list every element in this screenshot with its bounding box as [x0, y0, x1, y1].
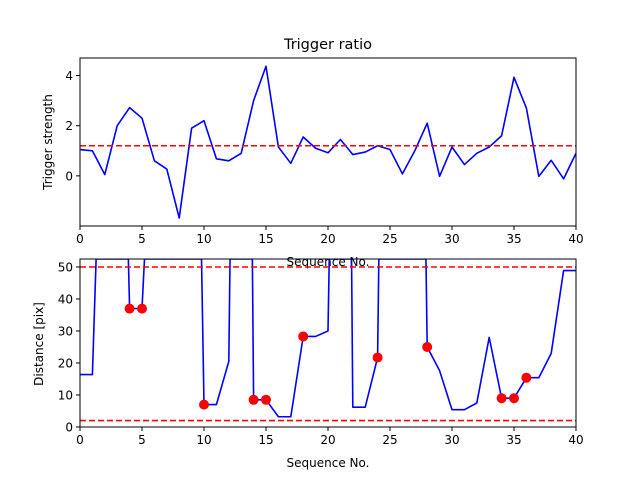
- top-y-tick-label: 0: [65, 169, 73, 183]
- bottom-y-tick-label: 10: [58, 389, 73, 403]
- bottom-chart-xlabel: Sequence No.: [287, 456, 370, 470]
- bottom-marker-point: [496, 393, 507, 404]
- bottom-y-tick-label: 40: [58, 293, 73, 307]
- top-x-tick-label: 40: [568, 232, 583, 246]
- top-chart-title: Trigger ratio: [283, 37, 372, 53]
- bottom-marker-point: [298, 331, 309, 342]
- bottom-y-tick-label: 50: [58, 261, 73, 275]
- top-y-tick-label: 4: [65, 69, 73, 83]
- top-x-tick-label: 35: [506, 232, 521, 246]
- top-x-tick-label: 25: [382, 232, 397, 246]
- bottom-chart-ylabel: Distance [pix]: [32, 302, 46, 386]
- bottom-marker-point: [248, 394, 259, 405]
- bottom-marker-point: [422, 342, 433, 352]
- bottom-y-tick-label: 20: [58, 357, 73, 371]
- bottom-x-tick-label: 15: [258, 433, 273, 447]
- bottom-chart: Sequence No. Distance [pix] 0 5 10 15 20 25 30…: [32, 258, 584, 470]
- top-x-tick-label: 10: [196, 232, 211, 246]
- top-series-line: [80, 65, 576, 219]
- bottom-marker-point: [124, 303, 135, 314]
- bottom-marker-point: [261, 394, 271, 405]
- bottom-x-tick-label: 25: [382, 433, 397, 447]
- bottom-x-tick-label: 40: [568, 433, 583, 447]
- bottom-x-tick-label: 0: [76, 433, 84, 447]
- bottom-y-tick-label: 0: [65, 421, 73, 435]
- top-axes-frame: [79, 57, 577, 227]
- bottom-marker-point: [509, 393, 519, 404]
- bottom-marker-point: [199, 399, 209, 410]
- top-series-layer: [80, 65, 576, 219]
- bottom-x-tick-label: 30: [444, 433, 459, 447]
- top-x-tick-label: 20: [320, 232, 335, 246]
- top-y-tick-label: 2: [65, 119, 73, 133]
- top-x-tick-label: 0: [76, 232, 84, 246]
- bottom-series-line: [80, 259, 576, 418]
- bottom-y-tick-label: 30: [58, 325, 73, 339]
- top-x-tick-label: 5: [138, 232, 146, 246]
- bottom-marker-point: [137, 303, 147, 314]
- bottom-series-layer: [80, 259, 576, 422]
- top-x-tick-label: 30: [444, 232, 459, 246]
- top-chart: Trigger ratio Sequence No. Trigger stren…: [41, 37, 584, 269]
- bottom-x-tick-label: 20: [320, 433, 335, 447]
- bottom-x-tick-label: 5: [138, 433, 146, 447]
- top-plot-area: 0 5 10 15 20 25 30 35 40 0 2 4: [65, 57, 584, 246]
- bottom-marker-point: [521, 372, 532, 383]
- bottom-x-tick-label: 35: [506, 433, 521, 447]
- bottom-x-tick-label: 10: [196, 433, 211, 447]
- top-chart-ylabel: Trigger strength: [41, 94, 55, 191]
- top-x-tick-label: 15: [258, 232, 273, 246]
- bottom-marker-point: [372, 352, 383, 363]
- bottom-plot-area: 0 5 10 15 20 25 30 35 40 0 10 20 30 40 50: [58, 258, 584, 447]
